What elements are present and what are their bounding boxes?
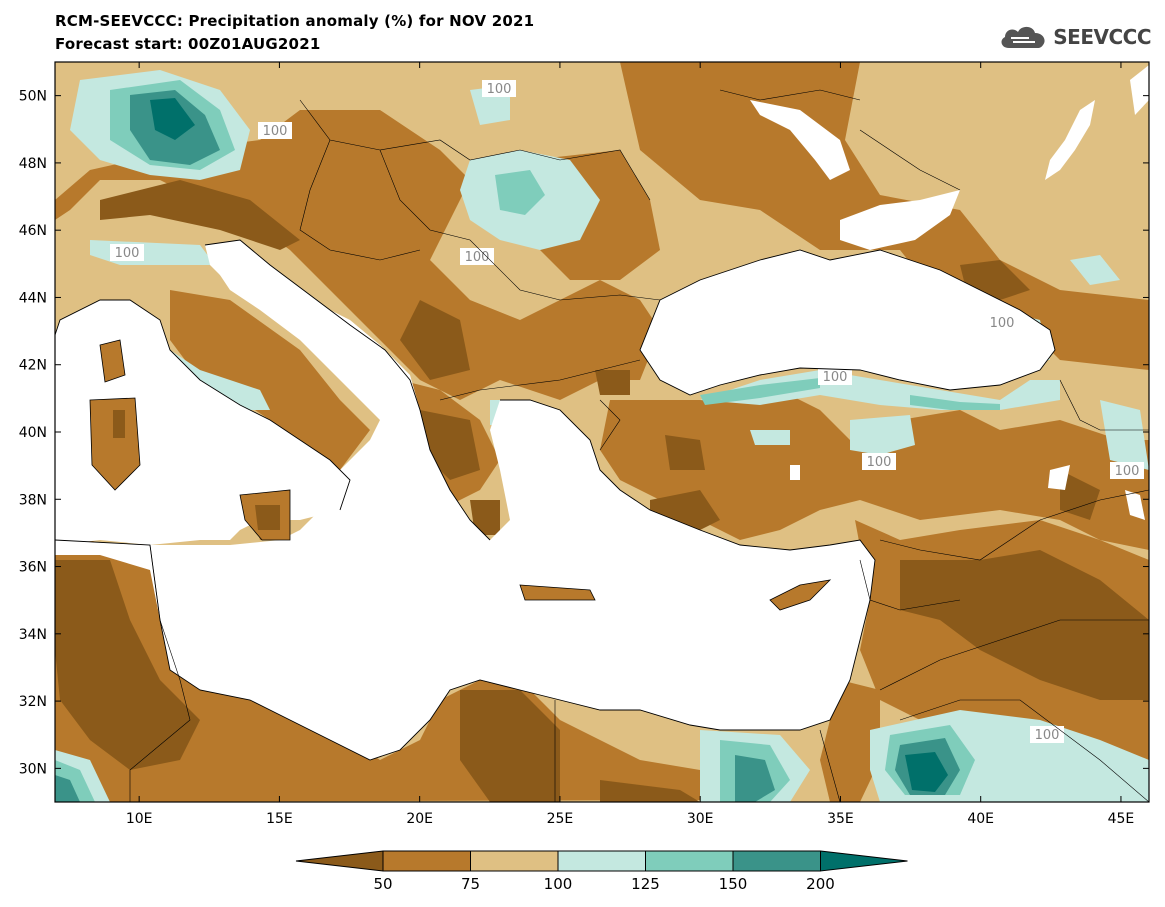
contour-labels: 100 100 100 100 100 100 100 100 100 — [110, 80, 1144, 743]
lon-tick-label: 20E — [406, 811, 433, 827]
cloud-icon — [1001, 26, 1045, 48]
svg-text:100: 100 — [115, 246, 140, 261]
sea-mask — [55, 65, 1149, 760]
lat-tick-label: 32N — [19, 694, 47, 710]
colorbar-tick-label: 200 — [806, 875, 835, 893]
forecast-start: Forecast start: 00Z01AUG2021 — [55, 35, 321, 53]
colorbar-swatch — [470, 850, 559, 872]
contour-label: 100 — [258, 122, 292, 139]
svg-text:100: 100 — [1035, 728, 1060, 743]
contour-label: 100 — [460, 248, 494, 265]
colorbar-swatch — [732, 850, 821, 872]
lat-tick-label: 34N — [19, 627, 47, 643]
lat-tick-label: 38N — [19, 492, 47, 508]
colorbar-tick-label: 125 — [631, 875, 660, 893]
colorbar-tick-label: 150 — [719, 875, 748, 893]
lon-axis: 10E 15E 20E 25E 30E 35E 40E 45E — [126, 62, 1134, 827]
lat-tick-label: 46N — [19, 223, 47, 239]
lat-axis: 50N 48N 46N 44N 42N 40N 38N 36N 34N 32N 30N — [19, 89, 1149, 777]
contour-label: 100 — [818, 368, 852, 385]
contour-label: 100 — [862, 453, 896, 470]
lon-tick-label: 15E — [266, 811, 293, 827]
anomaly-below-50 — [55, 180, 1149, 802]
anomaly-above-200 — [150, 98, 948, 792]
lat-tick-label: 48N — [19, 156, 47, 172]
lon-tick-label: 45E — [1108, 811, 1135, 827]
lon-tick-label: 35E — [827, 811, 854, 827]
colorbar-swatch — [382, 850, 471, 872]
lon-tick-label: 10E — [126, 811, 153, 827]
lat-tick-label: 40N — [19, 425, 47, 441]
svg-text:100: 100 — [823, 370, 848, 385]
coastlines — [55, 239, 1056, 761]
svg-text:100: 100 — [487, 82, 512, 97]
svg-text:100: 100 — [990, 316, 1015, 331]
lon-tick-label: 40E — [967, 811, 994, 827]
colorbar-tick-label: 100 — [544, 875, 573, 893]
logo: SEEVCCC — [997, 22, 1151, 52]
colorbar-swatch — [557, 850, 646, 872]
lon-tick-label: 25E — [547, 811, 574, 827]
colorbar-tick-label: 75 — [461, 875, 480, 893]
contour-label: 100 — [110, 244, 144, 261]
contour-label: 100 — [1030, 726, 1064, 743]
lat-tick-label: 36N — [19, 560, 47, 576]
contour-label: 100 — [1110, 462, 1144, 479]
colorbar: 50 75 100 125 150 200 — [295, 850, 908, 893]
lat-tick-label: 42N — [19, 358, 47, 374]
svg-text:100: 100 — [465, 250, 490, 265]
lat-tick-label: 50N — [19, 89, 47, 105]
colorbar-swatch — [645, 850, 734, 872]
lon-tick-label: 30E — [687, 811, 714, 827]
svg-text:100: 100 — [1115, 464, 1140, 479]
contour-label: 100 — [985, 314, 1019, 331]
logo-text: SEEVCCC — [1053, 25, 1151, 49]
island-highs — [113, 410, 280, 530]
lat-tick-label: 30N — [19, 761, 47, 777]
colorbar-tick-label: 50 — [373, 875, 392, 893]
borders — [129, 89, 1149, 802]
lat-tick-label: 44N — [19, 290, 47, 306]
svg-text:100: 100 — [263, 124, 288, 139]
colorbar-swatch-low — [295, 850, 384, 872]
svg-text:100: 100 — [867, 455, 892, 470]
contour-label: 100 — [482, 80, 516, 97]
colorbar-swatch-high — [820, 850, 908, 872]
map-title: RCM-SEEVCCC: Precipitation anomaly (%) f… — [55, 12, 535, 30]
